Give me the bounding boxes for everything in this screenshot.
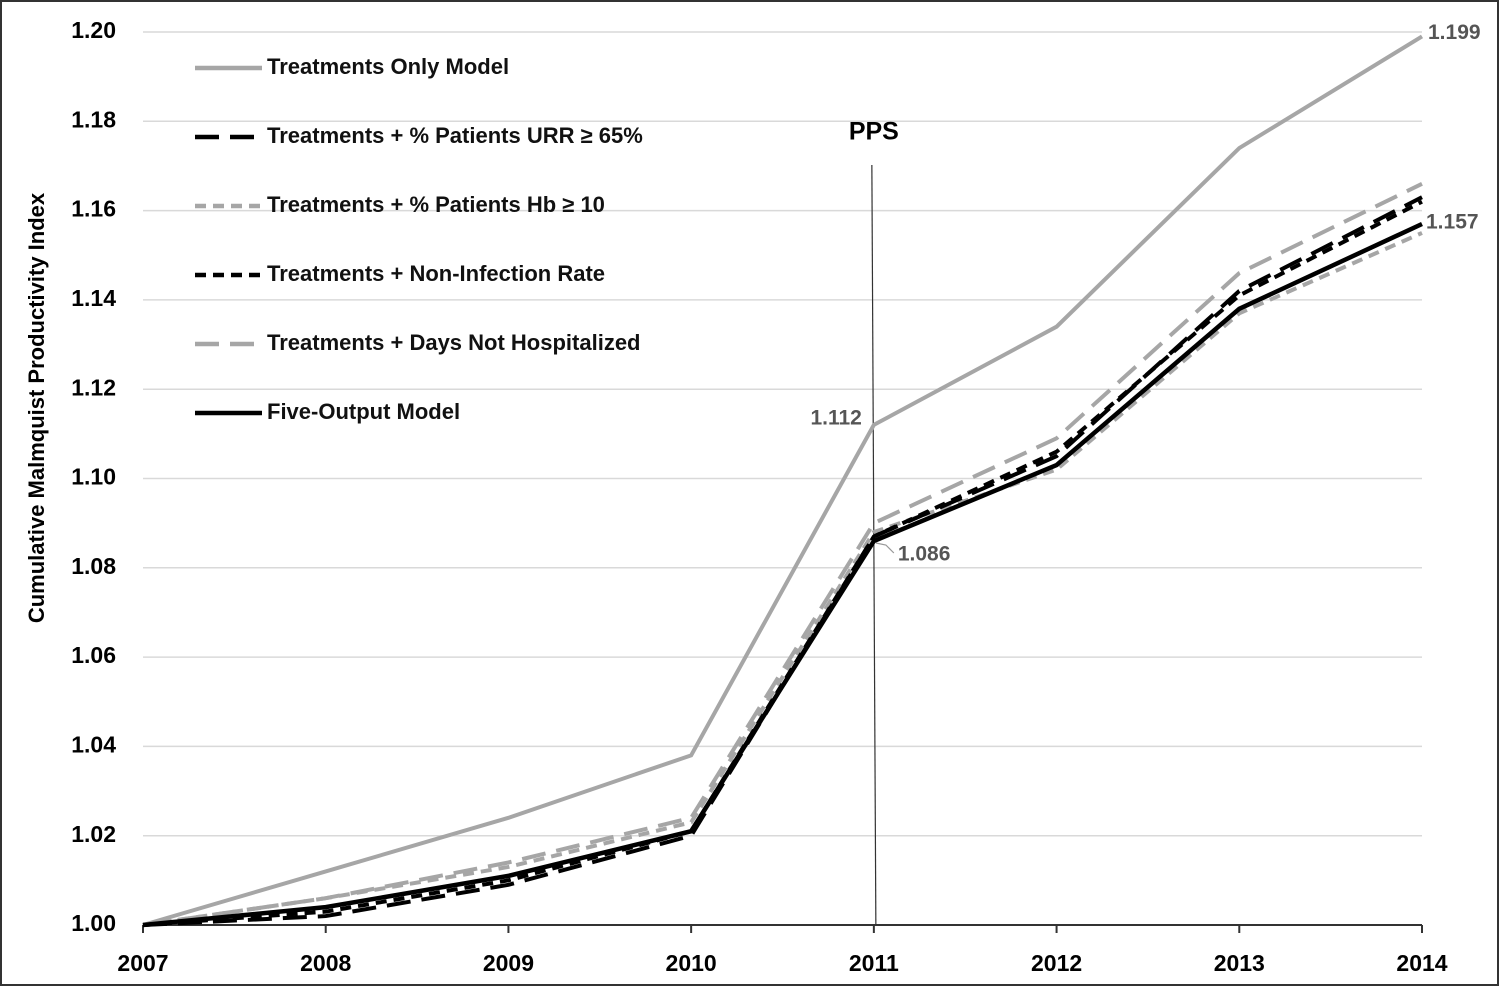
y-tick-label: 1.08 [71,553,116,579]
y-tick-label: 1.14 [71,285,116,311]
x-tick-label: 2008 [300,950,351,976]
x-tick-label: 2013 [1214,950,1265,976]
line [142,195,1423,927]
y-tick-label: 1.12 [71,374,116,400]
y-tick-label: 1.18 [71,106,116,132]
legend-label: Five-Output Model [267,399,460,424]
y-tick-label: 1.06 [71,642,116,668]
y-tick-label: 1.16 [71,196,116,222]
x-tick-label: 2012 [1031,950,1082,976]
data-label: 1.112 [810,406,861,429]
line [142,231,1423,927]
y-tick-label: 1.10 [71,464,116,490]
data-label: 1.086 [898,543,951,566]
data-label: 1.157 [1426,211,1479,234]
line [142,34,1424,927]
line [142,221,1423,928]
y-tick-label: 1.20 [71,17,116,43]
y-tick-label: 1.04 [71,731,116,757]
leader-line [875,542,895,554]
annotation: PPS [849,118,899,146]
x-tick-label: 2014 [1396,950,1447,976]
legend-label: Treatments + Days Not Hospitalized [267,330,641,355]
legend-label: Treatments + Non-Infection Rate [267,261,605,286]
y-tick-label: 1.02 [71,821,116,847]
x-tick-label: 2011 [849,950,899,976]
legend-label: Treatments Only Model [267,54,509,79]
y-tick-label: 1.00 [71,910,116,936]
legend-label: Treatments + % Patients Hb ≥ 10 [267,192,605,217]
legend-label: Treatments + % Patients URR ≥ 65% [267,123,643,148]
data-label: 1.199 [1428,21,1481,44]
x-tick-label: 2009 [483,950,534,976]
x-tick-label: 2010 [666,950,717,976]
line [142,182,1423,927]
line [142,199,1423,927]
x-tick-label: 2007 [117,950,168,976]
y-axis-label: Cumulative Malmquist Productivity Index [24,192,49,623]
